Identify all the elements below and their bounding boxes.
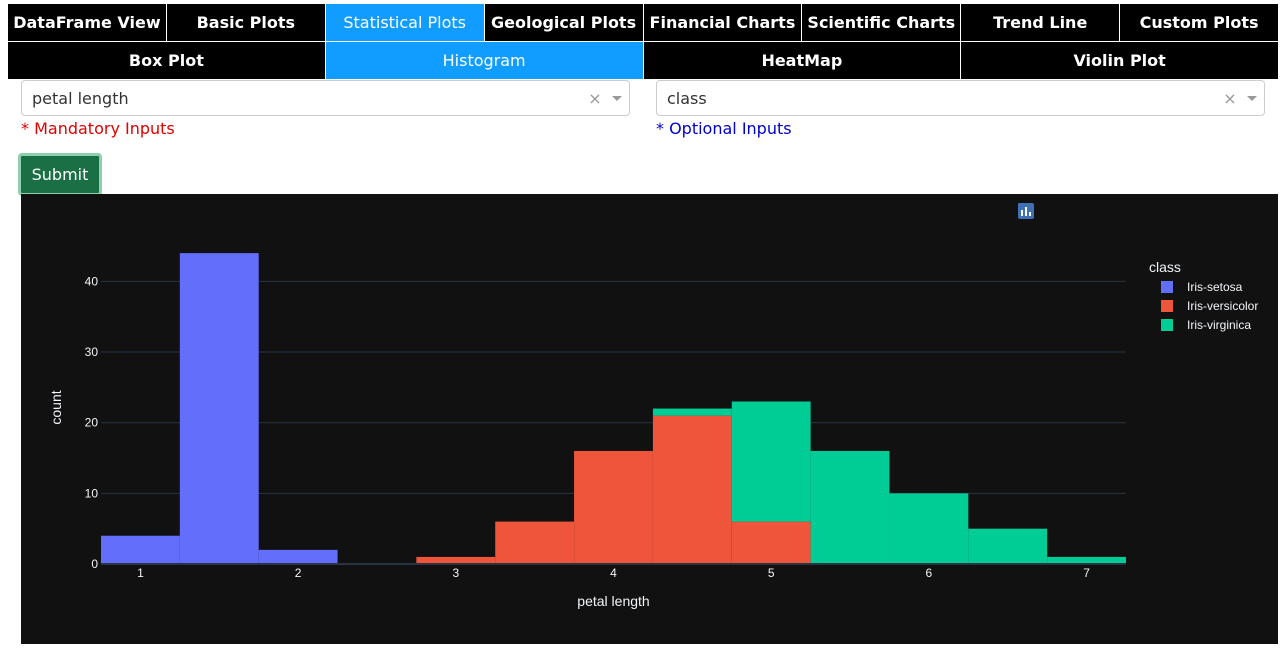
color-column-value: class bbox=[667, 88, 707, 108]
tab-basic-plots[interactable]: Basic Plots bbox=[166, 4, 326, 42]
legend-item: Iris-virginica bbox=[1187, 318, 1251, 332]
tab-histogram[interactable]: Histogram bbox=[325, 42, 644, 79]
chart-svg: 0 10 20 30 40 1 2 3 4 5 6 7 petal length count class Ir… bbox=[48, 253, 1258, 609]
y-tick-label: 40 bbox=[85, 274, 99, 288]
x-tick-label: 6 bbox=[926, 566, 933, 580]
x-tick-label: 3 bbox=[452, 566, 459, 580]
histogram-bar bbox=[101, 535, 180, 564]
plot-modebar bbox=[1018, 203, 1272, 221]
histogram-bar bbox=[889, 493, 969, 564]
lasso-icon[interactable] bbox=[1020, 203, 1134, 221]
y-tick-label: 20 bbox=[85, 416, 99, 430]
legend-item: Iris-versicolor bbox=[1187, 299, 1258, 313]
mandatory-inputs-note: * Mandatory Inputs bbox=[21, 119, 175, 138]
x-column-value: petal length bbox=[32, 88, 129, 108]
tab-dataframe-view[interactable]: DataFrame View bbox=[8, 4, 167, 42]
y-tick-label: 0 bbox=[91, 557, 98, 571]
zoom-icon[interactable] bbox=[1019, 203, 1062, 221]
x-tick-label: 1 bbox=[137, 566, 144, 580]
histogram-bar bbox=[495, 521, 575, 564]
legend-swatch bbox=[1161, 319, 1173, 331]
histogram-bar bbox=[968, 528, 1048, 564]
legend-swatch bbox=[1161, 300, 1173, 312]
histogram-bar bbox=[731, 521, 811, 564]
y-axis-title: count bbox=[48, 390, 64, 424]
main-tab-bar: DataFrame View Basic Plots Statistical P… bbox=[8, 4, 1278, 42]
y-tick-label: 10 bbox=[85, 486, 99, 500]
histogram-bar bbox=[416, 556, 496, 564]
histogram-bar bbox=[1047, 556, 1126, 564]
y-tick-label: 30 bbox=[85, 345, 99, 359]
clear-icon[interactable]: × bbox=[1223, 88, 1237, 108]
legend-title: class bbox=[1149, 259, 1181, 275]
x-tick-label: 7 bbox=[1083, 566, 1090, 580]
x-tick-label: 5 bbox=[768, 566, 775, 580]
x-tick-label: 2 bbox=[295, 566, 302, 580]
pan-icon[interactable] bbox=[1019, 203, 1086, 221]
box-select-icon[interactable] bbox=[1018, 203, 1110, 221]
chevron-down-icon[interactable] bbox=[605, 95, 629, 101]
tab-trend-line[interactable]: Trend Line bbox=[961, 4, 1121, 42]
zoom-out-icon[interactable] bbox=[1018, 203, 1192, 221]
tab-custom-plots[interactable]: Custom Plots bbox=[1120, 4, 1278, 42]
clear-icon[interactable]: × bbox=[588, 88, 602, 108]
histogram-bar bbox=[731, 401, 811, 522]
tab-financial-charts[interactable]: Financial Charts bbox=[643, 4, 803, 42]
autoscale-icon[interactable] bbox=[1018, 203, 1216, 221]
zoom-in-icon[interactable] bbox=[1018, 203, 1168, 221]
x-column-dropdown[interactable]: petal length × bbox=[21, 80, 630, 116]
tab-heatmap[interactable]: HeatMap bbox=[644, 42, 962, 79]
tab-violin-plot[interactable]: Violin Plot bbox=[1073, 51, 1166, 70]
plotly-logo-icon[interactable] bbox=[1018, 203, 1272, 221]
submit-button[interactable]: Submit bbox=[18, 153, 102, 196]
tab-statistical-plots[interactable]: Statistical Plots bbox=[325, 4, 485, 42]
histogram-bar bbox=[652, 415, 732, 564]
x-tick-label: 4 bbox=[610, 566, 617, 580]
tab-box-plot[interactable]: Box Plot bbox=[8, 42, 326, 79]
histogram-bar bbox=[179, 253, 259, 564]
color-column-dropdown[interactable]: class × bbox=[656, 80, 1265, 116]
histogram-bar bbox=[652, 408, 732, 416]
x-axis-title: petal length bbox=[577, 593, 649, 609]
histogram-bar bbox=[258, 549, 338, 564]
optional-inputs-note: * Optional Inputs bbox=[656, 119, 792, 138]
histogram-chart: 0 10 20 30 40 1 2 3 4 5 6 7 petal length count class Ir… bbox=[21, 194, 1278, 644]
tab-scientific-charts[interactable]: Scientific Charts bbox=[802, 4, 962, 42]
tab-geological-plots[interactable]: Geological Plots bbox=[484, 4, 644, 42]
sub-tab-bar: Box Plot Histogram HeatMap Violin Plot bbox=[8, 42, 1278, 79]
reset-axes-icon[interactable] bbox=[1019, 203, 1240, 221]
histogram-bar bbox=[574, 450, 653, 564]
chevron-down-icon[interactable] bbox=[1240, 95, 1264, 101]
legend-item: Iris-setosa bbox=[1187, 280, 1243, 294]
legend-swatch bbox=[1161, 281, 1173, 293]
histogram-bar bbox=[810, 450, 890, 564]
